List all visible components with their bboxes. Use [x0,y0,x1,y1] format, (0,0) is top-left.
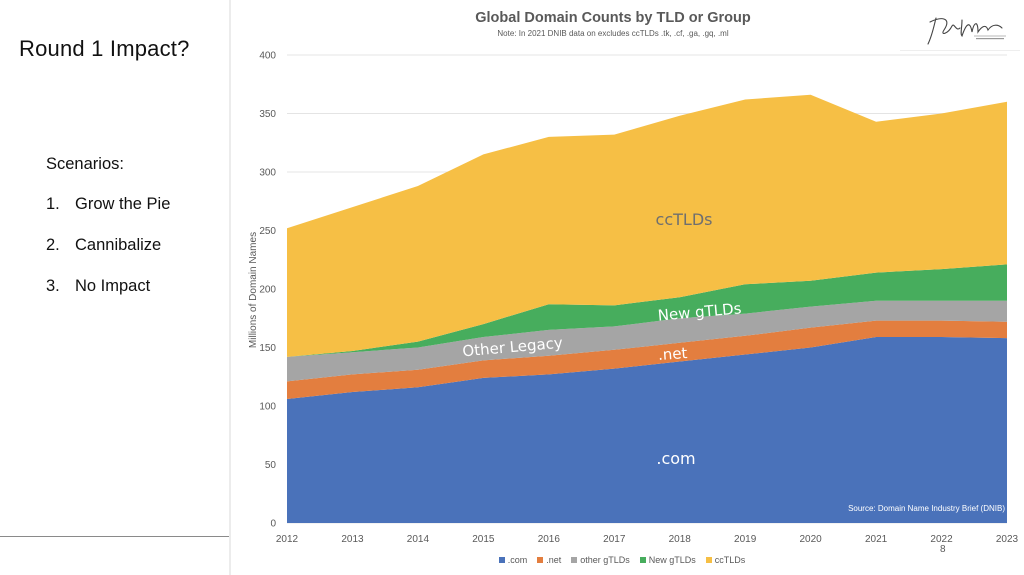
slide-title: Round 1 Impact? [19,36,190,61]
legend-item: other gTLDs [571,555,630,565]
y-tick-label: 250 [259,226,276,237]
legend-item: .com [498,555,528,565]
scenarios-heading: Scenarios: [46,155,124,173]
x-tick-label: 2020 [800,534,823,545]
area-series-cctlds [287,94,1007,357]
footer-divider [0,536,229,537]
area-label: .net [657,344,688,364]
chart-subtitle: Note: In 2021 DNIB data on excludes ccTL… [497,29,729,38]
legend-swatch-icon [705,557,712,563]
legend-item: ccTLDs [705,555,746,565]
x-tick-label: 2016 [538,534,561,545]
scenario-number: 3. [46,277,60,295]
scenario-item: 1. Grow the Pie [46,195,170,214]
legend-label: other gTLDs [580,555,630,565]
chart-source: Source: Domain Name Industry Brief (DNIB… [848,504,1005,513]
legend-swatch-icon [537,557,544,563]
area-series [287,94,1007,523]
legend-swatch-icon [571,557,578,563]
scenario-label: Grow the Pie [75,195,171,213]
y-tick-label: 200 [259,285,276,296]
scenario-item: 2. Cannibalize [46,236,170,255]
area-series-net [287,320,1007,399]
x-tick-label: 2018 [669,534,692,545]
legend-label: ccTLDs [714,555,746,565]
x-tick-label: 2021 [865,534,888,545]
slide-text-pane: Round 1 Impact? Scenarios: 1. Grow the P… [0,0,229,575]
area-series-new-gtlds [287,264,1007,357]
x-tick-label: 2015 [472,534,495,545]
legend-item: .net [537,555,561,565]
area-label: ccTLDs [656,210,713,229]
x-tick-label: 2017 [603,534,626,545]
legend-label: .com [507,555,528,565]
y-tick-label: 350 [259,109,276,120]
scenario-number: 1. [46,195,60,213]
legend-label: New gTLDs [648,555,696,565]
x-tick-label: 2022 [930,534,953,545]
chart-legend: .com .net other gTLDs New gTLDs ccTLDs [0,555,1024,565]
y-axis-ticks: 0 50 100 150 200 250 300 350 400 [259,51,276,530]
y-tick-label: 150 [259,343,276,354]
chart-title: Global Domain Counts by TLD or Group [475,10,751,26]
scenario-item: 3. No Impact [46,277,170,296]
legend-swatch-icon [498,557,505,563]
scenario-label: Cannibalize [75,236,162,254]
area-label: .com [656,449,695,468]
logo-divider [900,50,1020,51]
y-tick-label: 400 [259,51,276,62]
x-tick-label: 2023 [996,534,1019,545]
y-tick-label: 300 [259,168,276,179]
legend-swatch-icon [639,557,646,563]
area-series-com [287,337,1007,523]
pane-divider [229,0,231,575]
y-tick-label: 0 [270,519,276,530]
x-tick-label: 2014 [407,534,430,545]
legend-label: .net [546,555,562,565]
scenarios-list: Scenarios: 1. Grow the Pie 2. Cannibaliz… [46,155,170,318]
x-tick-label: 2013 [341,534,364,545]
page-number: 8 [940,544,946,555]
signature-logo-icon [927,17,1006,45]
y-tick-label: 100 [259,402,276,413]
area-series-other-gtlds [287,300,1007,382]
scenario-label: No Impact [75,277,151,295]
x-tick-label: 2019 [734,534,757,545]
legend-item: New gTLDs [639,555,696,565]
y-tick-label: 50 [265,460,277,471]
x-axis-ticks: 2012 2013 2014 2015 2016 2017 2018 2019 2020 2021… [276,534,1019,545]
chart-subtitle-wrap: Note: In 2021 DNIB data on excludes ccTL… [0,29,1024,38]
chart-title-wrap: Global Domain Counts by TLD or Group [0,10,1024,26]
x-tick-label: 2012 [276,534,299,545]
scenario-number: 2. [46,236,60,254]
y-axis-label: Millions of Domain Names [248,232,259,348]
